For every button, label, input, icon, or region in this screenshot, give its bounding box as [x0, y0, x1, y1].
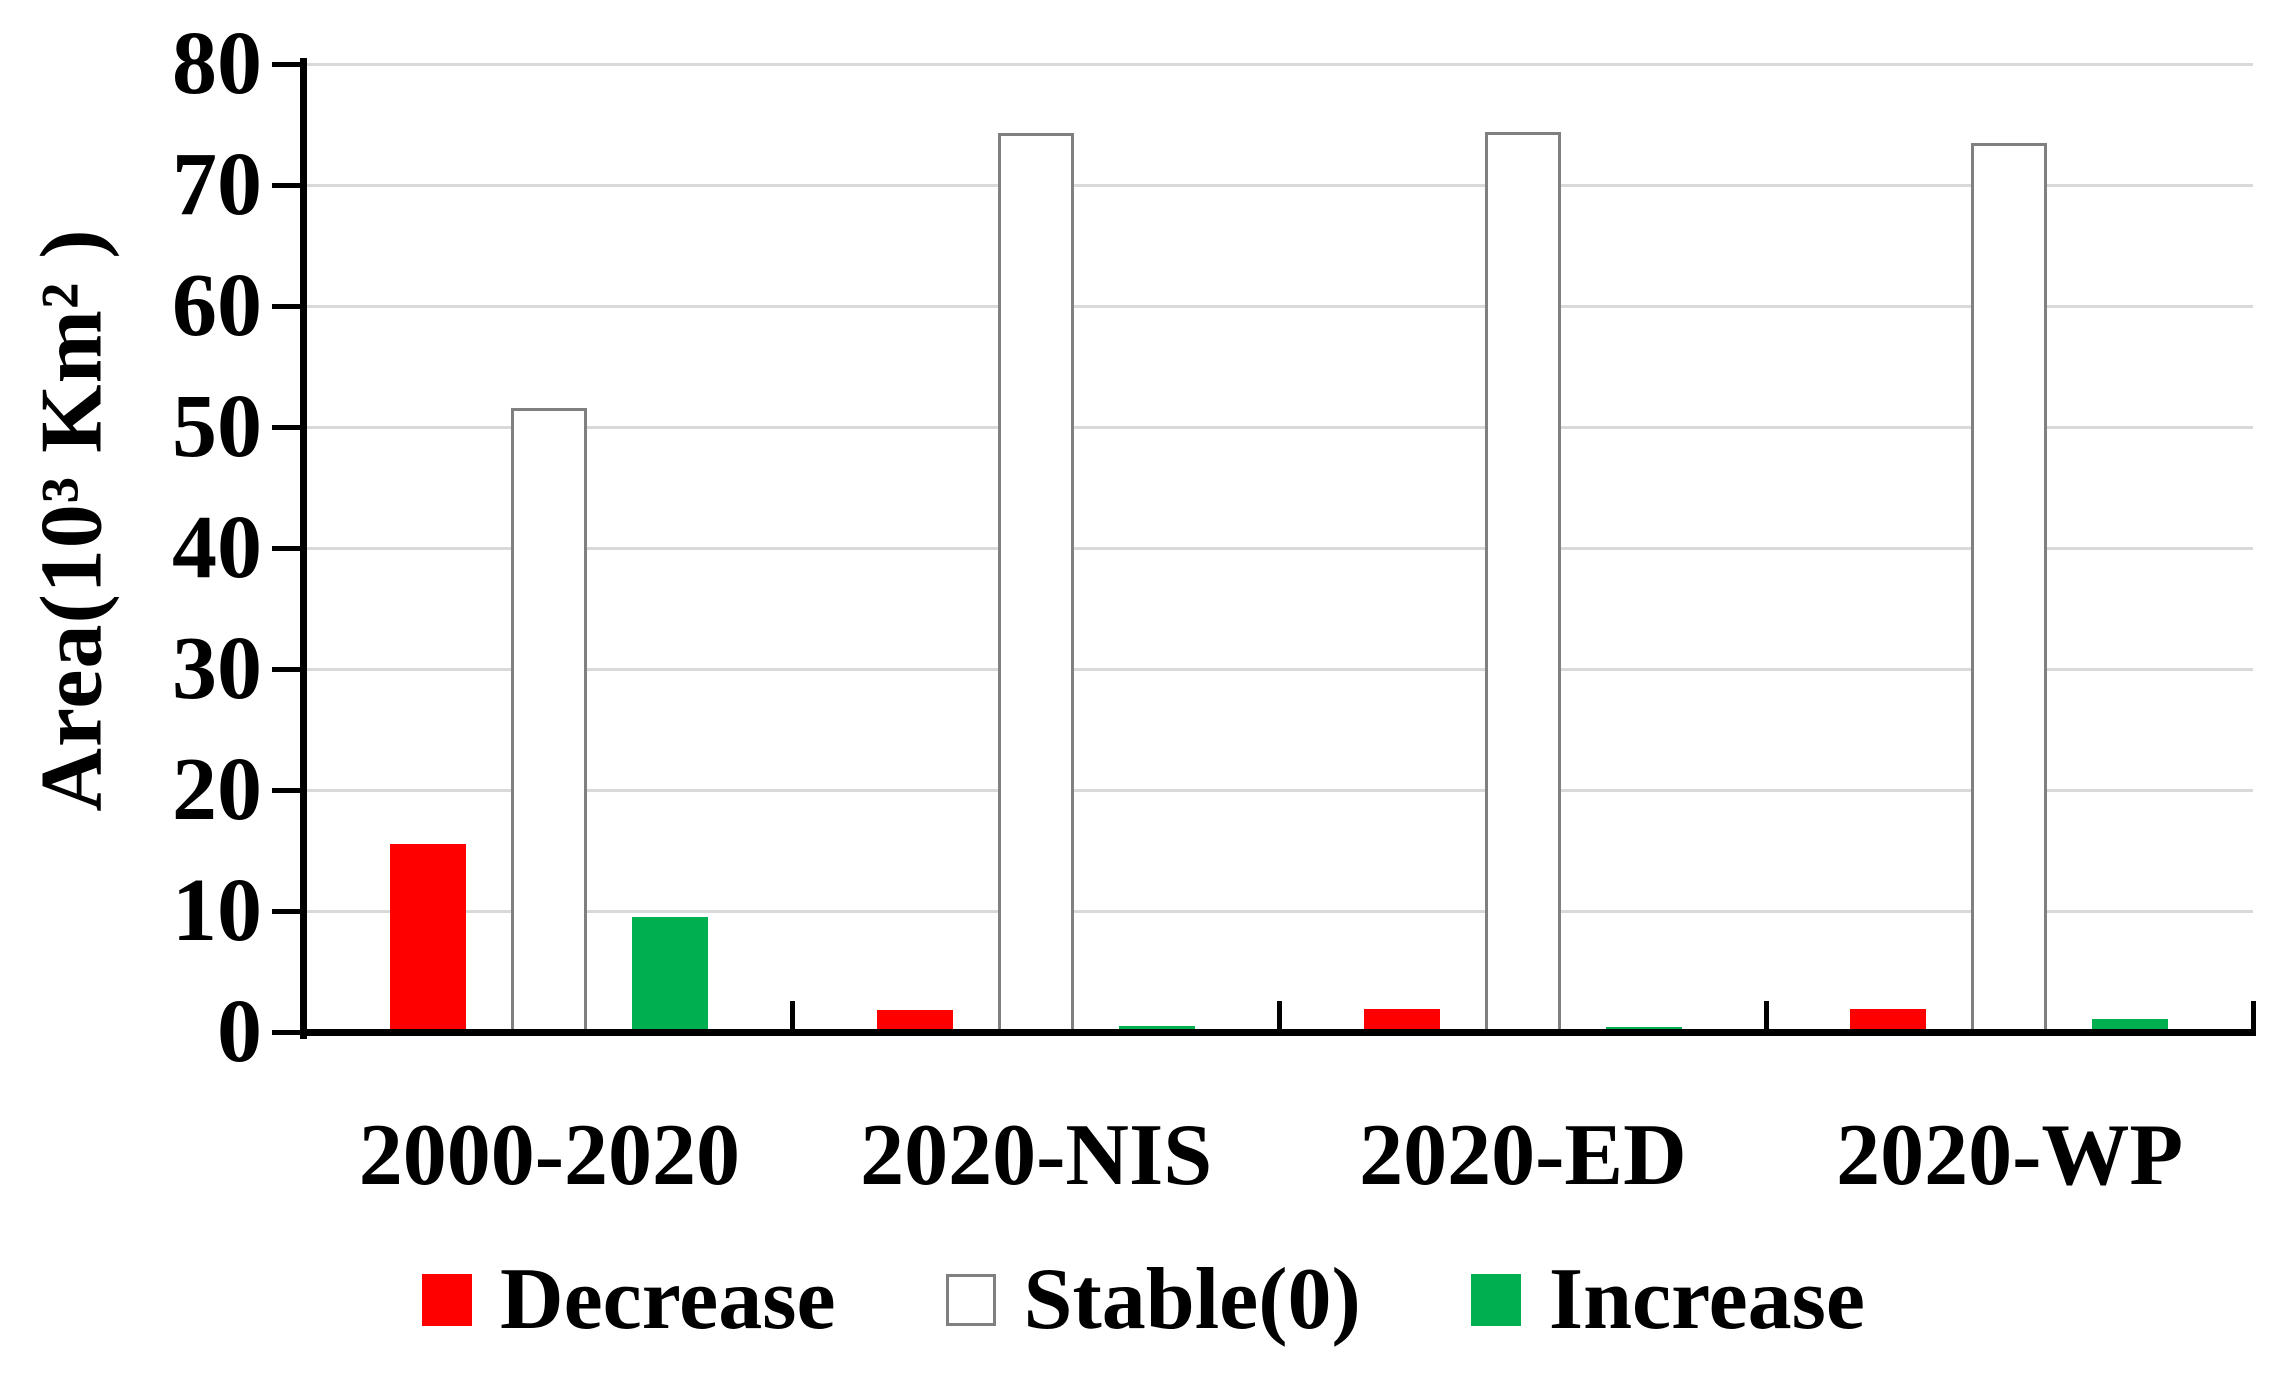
bar-decrease-2020-ed [1363, 1009, 1440, 1032]
y-tick-label: 0 [217, 982, 262, 1081]
y-tick [272, 545, 300, 551]
legend-swatch-increase [1470, 1274, 1521, 1326]
legend-label-decrease: Decrease [500, 1251, 836, 1348]
y-tick-label: 10 [172, 861, 262, 960]
y-tick-label: 30 [172, 619, 262, 718]
bar-increase-2020-wp [2092, 1018, 2169, 1032]
legend-entry-decrease: Decrease [422, 1252, 836, 1348]
gridline [306, 425, 2253, 429]
y-tick [272, 787, 300, 793]
legend-entry-stable-0-: Stable(0) [945, 1251, 1361, 1348]
bar-decrease-2000-2020 [390, 844, 466, 1032]
y-tick [272, 424, 300, 430]
bar-increase-2000-2020 [632, 917, 708, 1032]
x-tick [790, 1001, 796, 1029]
y-tick [272, 182, 300, 188]
legend: Decrease Stable(0) Increase [0, 1252, 2287, 1348]
gridline [306, 546, 2253, 550]
y-tick-label: 70 [172, 135, 262, 234]
bar-decrease-2020-wp [1850, 1009, 1927, 1032]
bar-decrease-2020-nis [876, 1010, 953, 1032]
x-category-label: 2020-WP [1836, 1107, 2184, 1204]
x-category-label: 2000-2020 [358, 1107, 741, 1204]
legend-label-increase: Increase [1548, 1251, 1865, 1348]
y-tick [272, 1029, 300, 1035]
x-tick [1763, 1001, 1769, 1029]
gridline [306, 304, 2253, 308]
x-tick [1277, 1001, 1282, 1029]
bar-stable-0--2000-2020 [511, 407, 587, 1032]
x-axis-line [300, 1029, 2256, 1036]
legend-label-stable-0-: Stable(0) [1023, 1251, 1361, 1348]
legend-entry-increase: Increase [1470, 1251, 1865, 1348]
bar-stable-0--2020-ed [1484, 131, 1561, 1032]
x-category-label: 2020-ED [1359, 1107, 1687, 1204]
bar-stable-0--2020-wp [1971, 142, 2048, 1032]
y-tick [272, 908, 300, 914]
y-tick-label: 60 [172, 256, 262, 355]
gridline [306, 62, 2253, 66]
y-tick [272, 303, 300, 309]
y-tick-label: 80 [172, 14, 262, 113]
gridline [306, 667, 2253, 671]
gridline [306, 788, 2253, 792]
bar-stable-0--2020-nis [997, 132, 1074, 1032]
x-category-label: 2020-NIS [860, 1107, 1213, 1204]
y-tick-label: 20 [172, 740, 262, 839]
y-axis-line [300, 58, 307, 1039]
x-tick [2250, 1001, 2256, 1029]
legend-swatch-decrease [422, 1274, 473, 1326]
y-tick-label: 50 [172, 377, 262, 476]
y-tick-label: 40 [172, 498, 262, 597]
legend-swatch-stable-0- [945, 1274, 996, 1326]
gridline [306, 909, 2253, 913]
y-tick [272, 666, 300, 672]
gridline [306, 183, 2253, 187]
y-tick [272, 61, 300, 67]
bar-increase-2020-nis [1118, 1025, 1195, 1032]
